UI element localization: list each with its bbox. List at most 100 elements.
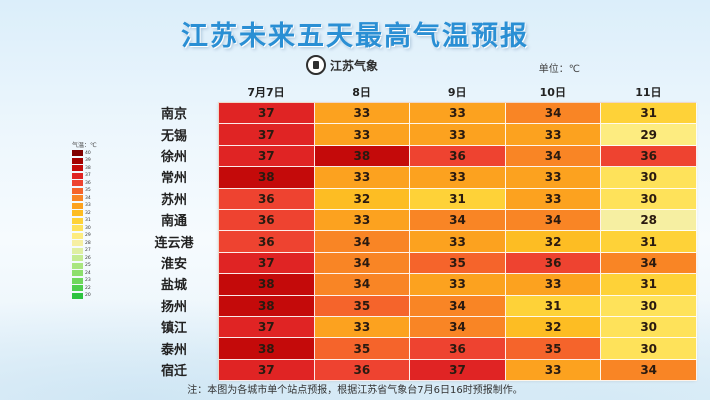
unit-label: 单位：℃ (538, 64, 580, 75)
legend-label: 31 (85, 218, 91, 224)
temperature-cell: 33 (410, 124, 506, 146)
temperature-cell: 38 (219, 274, 315, 296)
temperature-cell: 32 (505, 317, 602, 339)
temperature-cell: 36 (410, 338, 506, 360)
legend-swatch (72, 262, 83, 269)
legend-item: 30 (72, 225, 98, 232)
legend-item: 24 (72, 270, 98, 277)
temperature-cell: 38 (219, 167, 315, 189)
row-label: 常州 (160, 171, 187, 187)
temperature-cell: 36 (314, 359, 411, 382)
temperature-cell: 33 (314, 210, 411, 232)
temperature-cell: 33 (505, 188, 602, 210)
legend-swatch (72, 240, 83, 247)
temperature-cell: 34 (601, 252, 697, 275)
temperature-cell: 38 (219, 338, 315, 360)
row-label: 南通 (160, 214, 187, 230)
legend-label: 35 (85, 188, 91, 194)
temperature-cell: 37 (219, 103, 315, 125)
logo: 江苏气象 (306, 54, 378, 76)
temperature-cell: 37 (410, 359, 506, 382)
row-label: 连云港 (154, 235, 194, 251)
temperature-cell: 31 (601, 231, 697, 253)
temperature-cell: 34 (601, 359, 697, 382)
chart-title: 江苏未来五天最高气温预报 (181, 21, 529, 52)
temperature-cell: 38 (219, 295, 315, 317)
legend-swatch (72, 210, 83, 217)
legend-item: 29 (72, 232, 98, 240)
temperature-cell: 34 (505, 145, 602, 168)
legend-label: 37 (85, 173, 91, 179)
legend-item: 26 (72, 255, 98, 262)
temperature-cell: 35 (410, 252, 506, 275)
temperature-cell: 28 (601, 210, 697, 232)
legend-swatch (72, 247, 83, 254)
legend-label: 29 (85, 233, 91, 239)
temperature-cell: 33 (410, 231, 506, 253)
legend-label: 20 (85, 293, 91, 299)
temperature-cell: 37 (219, 145, 315, 168)
temperature-cell: 33 (505, 167, 602, 189)
temperature-cell: 34 (505, 103, 602, 125)
legend-label: 28 (85, 240, 91, 246)
legend-item: 38 (72, 165, 98, 172)
temperature-cell: 33 (505, 274, 602, 296)
temperature-cell: 34 (314, 231, 411, 253)
legend-label: 39 (85, 158, 91, 164)
legend-swatch (72, 165, 83, 172)
temperature-cell: 36 (601, 145, 697, 168)
row-label: 徐州 (160, 149, 187, 165)
legend-swatch (72, 217, 83, 224)
legend-item: 27 (72, 247, 98, 255)
row-label: 苏州 (160, 192, 187, 208)
legend-label: 30 (85, 225, 91, 231)
legend-item: 28 (72, 240, 98, 247)
legend-item: 39 (72, 157, 98, 165)
temperature-cell: 33 (505, 124, 602, 146)
temperature-cell: 32 (505, 231, 602, 253)
legend-label: 34 (85, 195, 91, 201)
temperature-cell: 34 (314, 252, 411, 275)
temperature-cell: 30 (601, 295, 697, 317)
legend-swatch (72, 172, 83, 179)
temperature-cell: 33 (314, 103, 411, 125)
temperature-cell: 37 (219, 317, 315, 339)
temperature-cell: 35 (314, 295, 411, 317)
column-header: 10日 (539, 86, 566, 99)
legend-item: 40 (72, 150, 98, 157)
legend-item: 33 (72, 202, 98, 210)
legend-swatch (72, 285, 83, 292)
weather-logo-icon (306, 55, 326, 75)
temperature-cell: 30 (601, 317, 697, 339)
legend-label: 36 (85, 180, 91, 186)
temperature-cell: 33 (314, 124, 411, 146)
legend-title: 气温：℃ (72, 142, 97, 149)
legend-swatch (72, 277, 83, 284)
legend-label: 32 (85, 210, 91, 216)
temperature-cell: 32 (314, 188, 411, 210)
legend-item: 35 (72, 187, 98, 195)
column-header: 9日 (447, 86, 467, 99)
row-label: 淮安 (160, 256, 187, 272)
temperature-cell: 34 (410, 295, 506, 317)
row-label: 南京 (160, 107, 187, 123)
row-label: 扬州 (160, 299, 187, 315)
color-legend: 气温：℃ 40 39 38 37 36 35 34 33 32 31 30 29 28 27 26 25 24 2… (72, 142, 98, 300)
temperature-cell: 29 (601, 124, 697, 146)
column-header: 11日 (635, 86, 662, 99)
column-header: 8日 (352, 86, 371, 99)
row-label: 镇江 (160, 321, 187, 337)
temperature-cell: 36 (219, 188, 315, 210)
column-header: 7月7日 (247, 86, 285, 99)
temperature-cell: 34 (410, 317, 506, 339)
temperature-cell: 31 (601, 274, 697, 296)
row-label: 宿迁 (160, 363, 187, 379)
legend-item: 36 (72, 180, 98, 187)
row-label: 泰州 (160, 342, 187, 358)
temperature-cell: 31 (410, 188, 506, 210)
legend-swatch (72, 180, 83, 187)
temperature-cell: 34 (314, 274, 411, 296)
legend-label: 27 (85, 248, 91, 254)
temperature-cell: 36 (410, 145, 506, 168)
temperature-cell: 33 (410, 103, 506, 125)
